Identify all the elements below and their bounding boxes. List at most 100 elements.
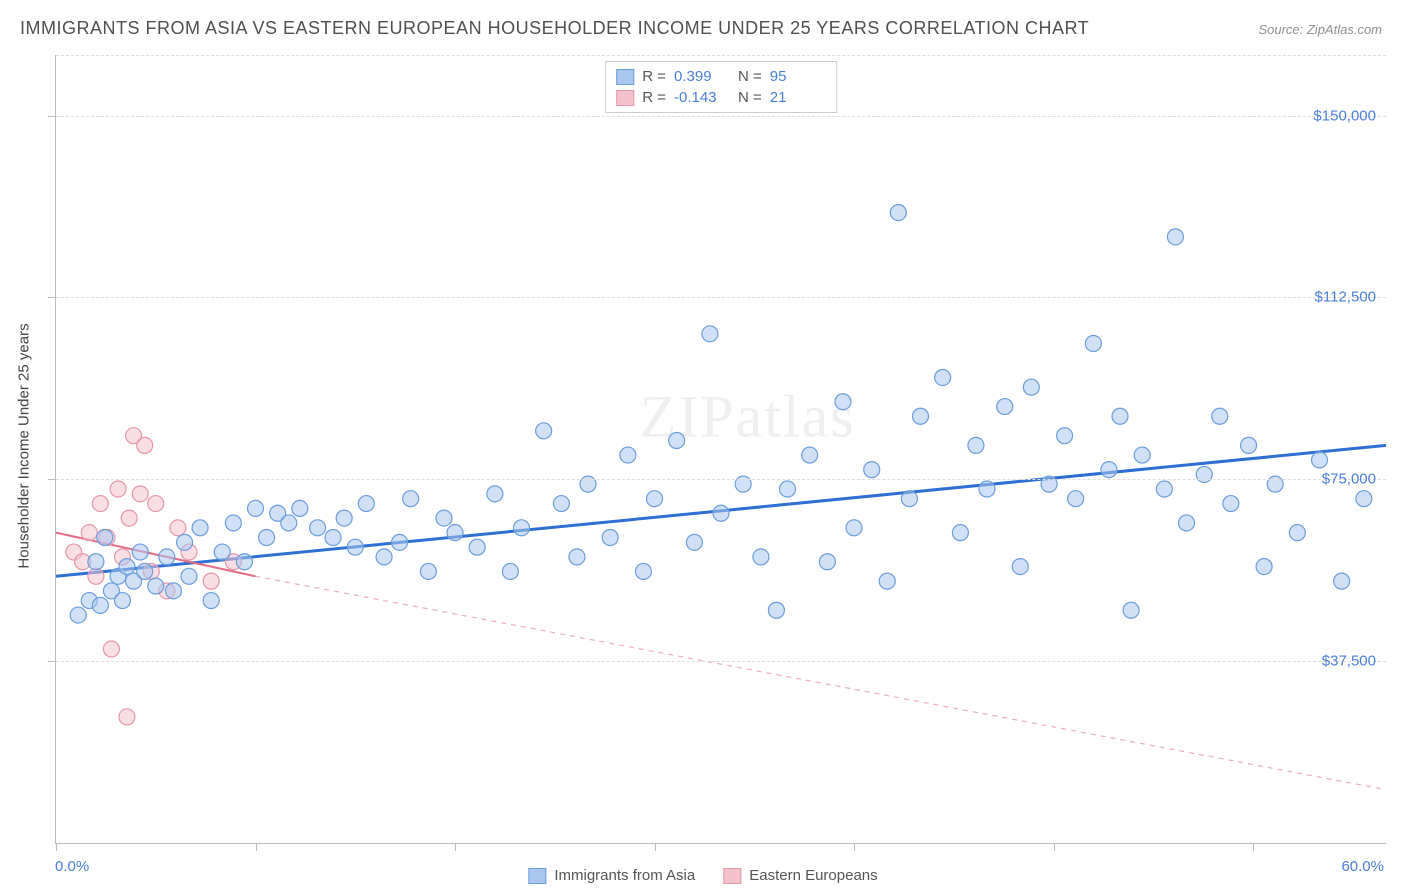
data-point (913, 408, 929, 424)
data-point (325, 529, 341, 545)
data-point (88, 568, 104, 584)
data-point (768, 602, 784, 618)
legend-swatch (723, 868, 741, 884)
y-tick-label: $150,000 (1313, 107, 1376, 124)
x-tick-label: 0.0% (55, 858, 89, 875)
scatter-svg (56, 55, 1386, 843)
data-point (702, 326, 718, 342)
data-point (81, 525, 97, 541)
data-point (487, 486, 503, 502)
data-point (1356, 491, 1372, 507)
legend-swatch (616, 90, 634, 106)
legend-item: Eastern Europeans (723, 867, 877, 884)
data-point (713, 505, 729, 521)
data-point (447, 525, 463, 541)
data-point (890, 205, 906, 221)
series-legend: Immigrants from Asia Eastern Europeans (528, 867, 877, 884)
source-attribution: Source: ZipAtlas.com (1258, 22, 1382, 37)
data-point (203, 593, 219, 609)
data-point (1223, 496, 1239, 512)
data-point (602, 529, 618, 545)
chart-plot-area: ZIPatlas R = 0.399N = 95R = -0.143N = 21… (55, 55, 1386, 844)
data-point (502, 563, 518, 579)
legend-r-value: -0.143 (674, 89, 730, 106)
data-point (1179, 515, 1195, 531)
gridline (56, 116, 1386, 117)
data-point (92, 597, 108, 613)
data-point (620, 447, 636, 463)
data-point (514, 520, 530, 536)
data-point (1156, 481, 1172, 497)
data-point (203, 573, 219, 589)
data-point (1241, 437, 1257, 453)
legend-n-value: 95 (770, 68, 826, 85)
data-point (236, 554, 252, 570)
legend-n-label: N = (738, 68, 762, 85)
y-tick-label: $112,500 (1315, 289, 1376, 306)
data-point (137, 563, 153, 579)
data-point (115, 593, 131, 609)
y-tick (48, 661, 56, 662)
data-point (92, 496, 108, 512)
data-point (819, 554, 835, 570)
data-point (835, 394, 851, 410)
data-point (1023, 379, 1039, 395)
data-point (132, 544, 148, 560)
data-point (347, 539, 363, 555)
data-point (935, 369, 951, 385)
data-point (1101, 462, 1117, 478)
chart-title: IMMIGRANTS FROM ASIA VS EASTERN EUROPEAN… (20, 18, 1089, 39)
data-point (403, 491, 419, 507)
trend-line-extrapolated (256, 576, 1387, 789)
y-axis-label: Householder Income Under 25 years (16, 323, 33, 568)
gridline (56, 55, 1386, 56)
data-point (181, 568, 197, 584)
data-point (647, 491, 663, 507)
legend-n-value: 21 (770, 89, 826, 106)
legend-swatch (528, 868, 546, 884)
x-tick (854, 843, 855, 851)
data-point (214, 544, 230, 560)
legend-r-label: R = (642, 68, 666, 85)
data-point (192, 520, 208, 536)
data-point (979, 481, 995, 497)
y-tick (48, 116, 56, 117)
data-point (110, 481, 126, 497)
data-point (148, 578, 164, 594)
x-tick-label: 60.0% (1341, 858, 1384, 875)
data-point (159, 549, 175, 565)
data-point (753, 549, 769, 565)
data-point (1112, 408, 1128, 424)
legend-label: Eastern Europeans (749, 867, 877, 884)
data-point (569, 549, 585, 565)
data-point (1256, 559, 1272, 575)
data-point (170, 520, 186, 536)
data-point (968, 437, 984, 453)
data-point (70, 607, 86, 623)
data-point (669, 433, 685, 449)
data-point (802, 447, 818, 463)
data-point (1167, 229, 1183, 245)
data-point (248, 500, 264, 516)
data-point (148, 496, 164, 512)
data-point (553, 496, 569, 512)
legend-item: Immigrants from Asia (528, 867, 695, 884)
y-tick (48, 297, 56, 298)
y-tick-label: $75,000 (1322, 471, 1376, 488)
data-point (358, 496, 374, 512)
legend-label: Immigrants from Asia (554, 867, 695, 884)
data-point (1068, 491, 1084, 507)
data-point (88, 554, 104, 570)
gridline (56, 297, 1386, 298)
data-point (997, 399, 1013, 415)
data-point (952, 525, 968, 541)
data-point (1134, 447, 1150, 463)
data-point (281, 515, 297, 531)
data-point (436, 510, 452, 526)
data-point (165, 583, 181, 599)
legend-r-value: 0.399 (674, 68, 730, 85)
legend-stat-row: R = -0.143N = 21 (616, 87, 826, 108)
gridline (56, 661, 1386, 662)
data-point (132, 486, 148, 502)
x-tick (455, 843, 456, 851)
